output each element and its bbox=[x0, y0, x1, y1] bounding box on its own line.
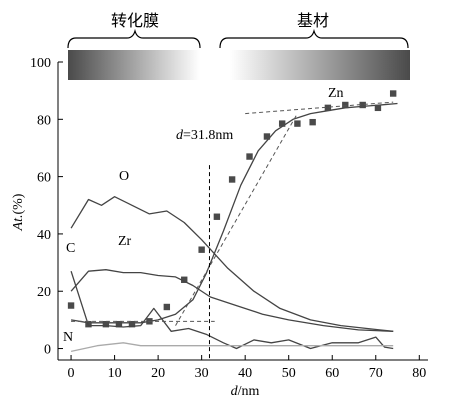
zn-data-point bbox=[342, 101, 349, 109]
series-line-zn bbox=[70, 102, 398, 324]
x-tick-label: 60 bbox=[325, 366, 339, 381]
series-line-o bbox=[70, 196, 394, 332]
x-tick-label: 50 bbox=[282, 366, 296, 381]
x-tick-label: 30 bbox=[195, 366, 209, 381]
substrate-gradient-bar bbox=[230, 50, 410, 80]
zn-data-point bbox=[309, 118, 316, 126]
zn-data-point bbox=[128, 320, 136, 328]
annotation-d: d=31.8nm bbox=[176, 128, 233, 143]
series-line-c bbox=[70, 271, 394, 350]
y-tick-label: 20 bbox=[37, 285, 51, 300]
zn-data-point bbox=[324, 104, 332, 112]
x-tick-label: 20 bbox=[151, 366, 165, 381]
zn-data-point bbox=[278, 120, 286, 127]
slope-tangent bbox=[175, 113, 298, 326]
y-axis-label: At.(%) bbox=[11, 193, 26, 231]
series-label-n: N bbox=[63, 330, 73, 345]
zn-data-point bbox=[163, 303, 171, 311]
x-tick-label: 10 bbox=[108, 366, 122, 381]
right-brace bbox=[219, 28, 409, 49]
y-tick-label: 100 bbox=[30, 56, 51, 71]
top-label-right: 基材 bbox=[297, 11, 329, 30]
conversion-film-gradient-bar bbox=[68, 50, 200, 80]
zn-data-point bbox=[263, 133, 271, 140]
series-line-zr bbox=[70, 269, 394, 332]
series-label-o: O bbox=[119, 169, 129, 184]
zn-data-point bbox=[115, 320, 123, 328]
zn-data-point bbox=[228, 176, 236, 183]
zn-data-point bbox=[181, 276, 188, 283]
zn-data-point bbox=[102, 320, 110, 328]
y-tick-label: 80 bbox=[37, 113, 51, 128]
zn-data-point bbox=[374, 104, 382, 112]
x-tick-label: 70 bbox=[369, 366, 383, 381]
series-label-zn: Zn bbox=[328, 86, 344, 101]
x-tick-label: 40 bbox=[238, 366, 252, 381]
zn-data-point bbox=[359, 101, 366, 109]
y-tick-label: 40 bbox=[37, 228, 51, 243]
plateau-tangent bbox=[245, 101, 394, 115]
zn-data-point bbox=[67, 302, 75, 309]
x-tick-label: 80 bbox=[412, 366, 426, 381]
series-label-c: C bbox=[66, 241, 75, 256]
zn-data-point bbox=[294, 120, 301, 127]
zn-data-point bbox=[213, 213, 221, 220]
x-tick-label: 0 bbox=[68, 366, 75, 381]
y-tick-label: 60 bbox=[37, 171, 51, 186]
series-label-zr: Zr bbox=[118, 234, 132, 249]
zn-data-point bbox=[246, 153, 253, 160]
left-brace bbox=[67, 28, 201, 49]
x-axis-label: d/nm bbox=[231, 384, 260, 399]
top-label-left: 转化膜 bbox=[111, 11, 159, 30]
y-tick-label: 0 bbox=[44, 343, 51, 358]
zn-data-point bbox=[198, 246, 205, 253]
zn-data-point bbox=[389, 90, 397, 97]
series-line-n bbox=[70, 342, 394, 353]
